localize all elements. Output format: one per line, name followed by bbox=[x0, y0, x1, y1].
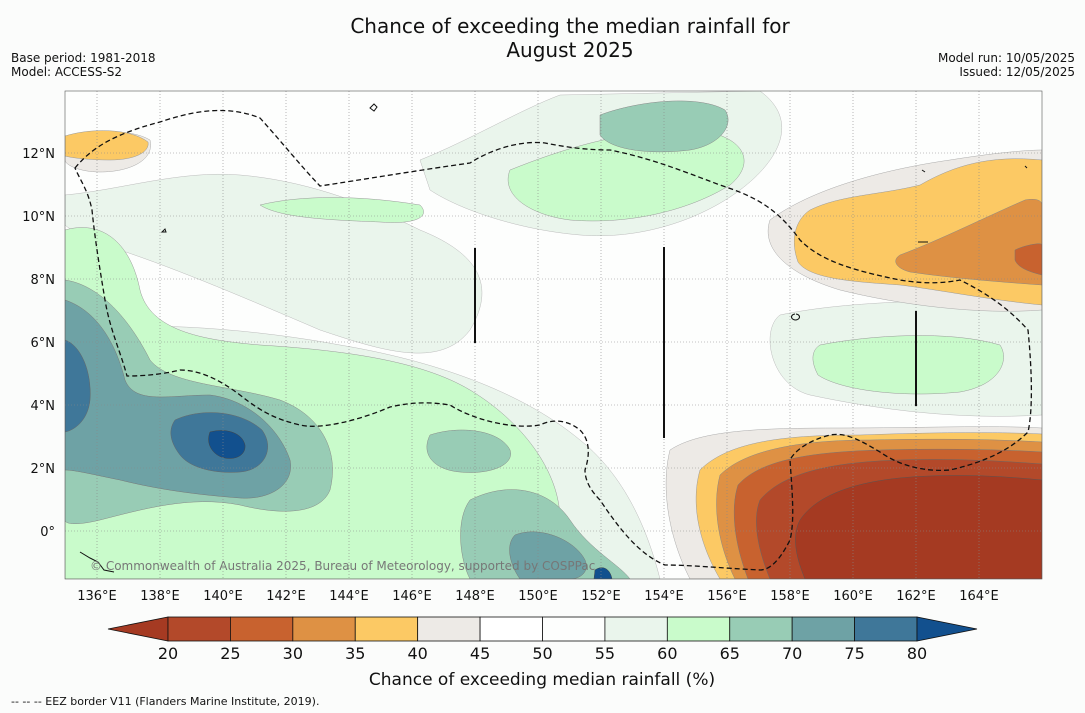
model-name: Model: ACCESS-S2 bbox=[11, 65, 123, 79]
colorbar-segment bbox=[666, 616, 731, 642]
lon-label: 138°E bbox=[140, 589, 180, 604]
lon-label: 162°E bbox=[896, 589, 936, 604]
colorbar-tick-label: 60 bbox=[657, 644, 677, 663]
meta-right: Model run: 10/05/2025 Issued: 12/05/2025 bbox=[938, 51, 1075, 79]
colorbar-tick-label: 65 bbox=[720, 644, 740, 663]
colorbar-segment bbox=[292, 616, 356, 642]
lat-label: 2°N bbox=[31, 462, 56, 477]
lon-label: 152°E bbox=[581, 589, 621, 604]
colorbar-tick-label: 30 bbox=[283, 644, 303, 663]
eez-border bbox=[74, 109, 1033, 571]
meta-left: Base period: 1981-2018 Model: ACCESS-S2 bbox=[11, 51, 156, 79]
colorbar-segment bbox=[604, 616, 668, 642]
colorbar-title: Chance of exceeding median rainfall (%) bbox=[369, 670, 715, 690]
region-65-70-north bbox=[599, 100, 729, 153]
colorbar-tick-label: 25 bbox=[220, 644, 240, 663]
title-line-1: Chance of exceeding the median rainfall … bbox=[350, 14, 790, 38]
lon-label: 150°E bbox=[518, 589, 558, 604]
lat-label: 0° bbox=[40, 525, 55, 540]
lat-label: 8°N bbox=[31, 273, 56, 288]
region-65-70-center bbox=[426, 429, 511, 473]
region-25-30-east bbox=[1014, 243, 1042, 276]
lon-label: 142°E bbox=[266, 589, 306, 604]
colorbar-tick-label: 35 bbox=[345, 644, 365, 663]
colorbar-segment bbox=[354, 616, 419, 642]
lon-label: 146°E bbox=[392, 589, 432, 604]
colorbar-tick-label: 80 bbox=[907, 644, 927, 663]
region-60-65-northwest bbox=[259, 197, 424, 223]
colorbar-tick-label: 45 bbox=[470, 644, 490, 663]
lat-label: 4°N bbox=[31, 399, 56, 414]
lon-label: 156°E bbox=[707, 589, 747, 604]
colorbar-tick-label: 40 bbox=[407, 644, 427, 663]
lon-label: 140°E bbox=[203, 589, 243, 604]
colorbar-tick-label: 75 bbox=[844, 644, 864, 663]
boundary-lines bbox=[474, 247, 917, 438]
title-line-2: August 2025 bbox=[506, 38, 634, 62]
lat-label: 12°N bbox=[22, 147, 55, 162]
colorbar-segment bbox=[479, 616, 543, 642]
region-above-80 bbox=[208, 430, 246, 459]
region-35-40-northwest bbox=[65, 130, 149, 161]
colorbar: 20 25 30 35 40 45 50 55 60 65 70 75 80 bbox=[107, 616, 978, 663]
colorbar-segment bbox=[167, 616, 231, 642]
colorbar-tick-label: 50 bbox=[532, 644, 552, 663]
lat-label: 6°N bbox=[31, 336, 56, 351]
eez-footnote: -- -- -- EEZ border V11 (Flanders Marine… bbox=[11, 695, 320, 708]
region-75-80-west bbox=[65, 339, 91, 433]
lon-label: 154°E bbox=[644, 589, 684, 604]
colorbar-low-extension bbox=[107, 616, 169, 642]
lon-label: 160°E bbox=[833, 589, 873, 604]
lon-label: 158°E bbox=[770, 589, 810, 604]
region-60-65-east bbox=[812, 335, 1004, 395]
copyright-notice: © Commonwealth of Australia 2025, Bureau… bbox=[90, 559, 595, 573]
colorbar-segment bbox=[230, 616, 294, 642]
colorbar-segment bbox=[542, 616, 606, 642]
region-70-75-south bbox=[509, 531, 587, 579]
colorbar-tick-label: 55 bbox=[595, 644, 615, 663]
gridlines bbox=[65, 91, 1042, 579]
region-30-35-northeast bbox=[895, 198, 1042, 286]
lon-label: 136°E bbox=[77, 589, 117, 604]
colorbar-tick-label: 70 bbox=[782, 644, 802, 663]
colorbar-segment bbox=[417, 616, 481, 642]
lat-label: 10°N bbox=[22, 210, 55, 225]
islands bbox=[79, 103, 1028, 573]
lon-label: 144°E bbox=[329, 589, 369, 604]
map-panel: © Commonwealth of Australia 2025, Bureau… bbox=[65, 91, 1042, 579]
region-below-20 bbox=[795, 475, 1042, 579]
lon-label: 148°E bbox=[455, 589, 495, 604]
base-period: Base period: 1981-2018 bbox=[11, 51, 156, 65]
map-frame bbox=[64, 90, 1043, 580]
colorbar-segment bbox=[729, 616, 793, 642]
map-title: Chance of exceeding the median rainfall … bbox=[270, 14, 870, 62]
region-above-80-south bbox=[593, 567, 613, 579]
issued-date: Issued: 12/05/2025 bbox=[959, 65, 1075, 79]
colorbar-segment bbox=[854, 616, 918, 642]
lat-labels: 12°N 10°N 8°N 6°N 4°N 2°N 0° bbox=[22, 147, 55, 540]
lon-label: 164°E bbox=[959, 589, 999, 604]
model-run: Model run: 10/05/2025 bbox=[937, 51, 1075, 65]
colorbar-segment bbox=[791, 616, 855, 642]
lon-labels: 136°E 138°E 140°E 142°E 144°E 146°E 148°… bbox=[77, 589, 999, 604]
colorbar-tick-label: 20 bbox=[158, 644, 178, 663]
colorbar-high-extension bbox=[916, 616, 978, 642]
